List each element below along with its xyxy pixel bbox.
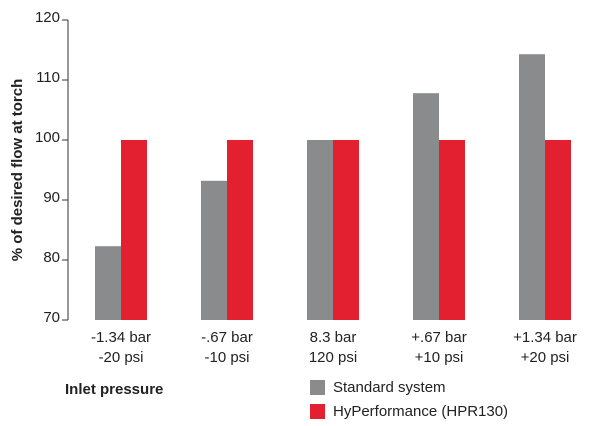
bar <box>227 140 253 320</box>
legend-label: HyPerformance (HPR130) <box>333 403 508 420</box>
bar <box>307 140 333 320</box>
bar <box>95 246 121 320</box>
bar <box>121 140 147 320</box>
legend-label: Standard system <box>333 379 446 396</box>
x-tick-label: +.67 bar <box>411 329 466 346</box>
bar <box>545 140 571 320</box>
bar <box>519 54 545 320</box>
bar <box>333 140 359 320</box>
bar <box>413 93 439 320</box>
y-tick-label: 90 <box>43 189 60 206</box>
x-tick-label: 8.3 bar <box>310 329 357 346</box>
bar <box>201 180 227 320</box>
x-tick-label: -.67 bar <box>201 329 253 346</box>
bar <box>439 140 465 320</box>
y-axis-label: % of desired flow at torch <box>9 79 26 262</box>
x-tick-label: +1.34 bar <box>513 329 577 346</box>
x-tick-label: -20 psi <box>98 349 143 366</box>
x-tick-label: +20 psi <box>521 349 570 366</box>
x-tick-label: +10 psi <box>415 349 464 366</box>
y-tick-label: 80 <box>43 249 60 266</box>
x-tick-label: -10 psi <box>204 349 249 366</box>
legend-swatch <box>310 404 325 419</box>
x-tick-label: 120 psi <box>309 349 357 366</box>
x-tick-label: -1.34 bar <box>91 329 151 346</box>
y-tick-label: 100 <box>35 129 60 146</box>
y-tick-label: 70 <box>43 309 60 326</box>
legend-swatch <box>310 380 325 395</box>
y-tick-label: 120 <box>35 9 60 26</box>
x-axis-label: Inlet pressure <box>65 381 163 398</box>
y-tick-label: 110 <box>36 69 60 86</box>
